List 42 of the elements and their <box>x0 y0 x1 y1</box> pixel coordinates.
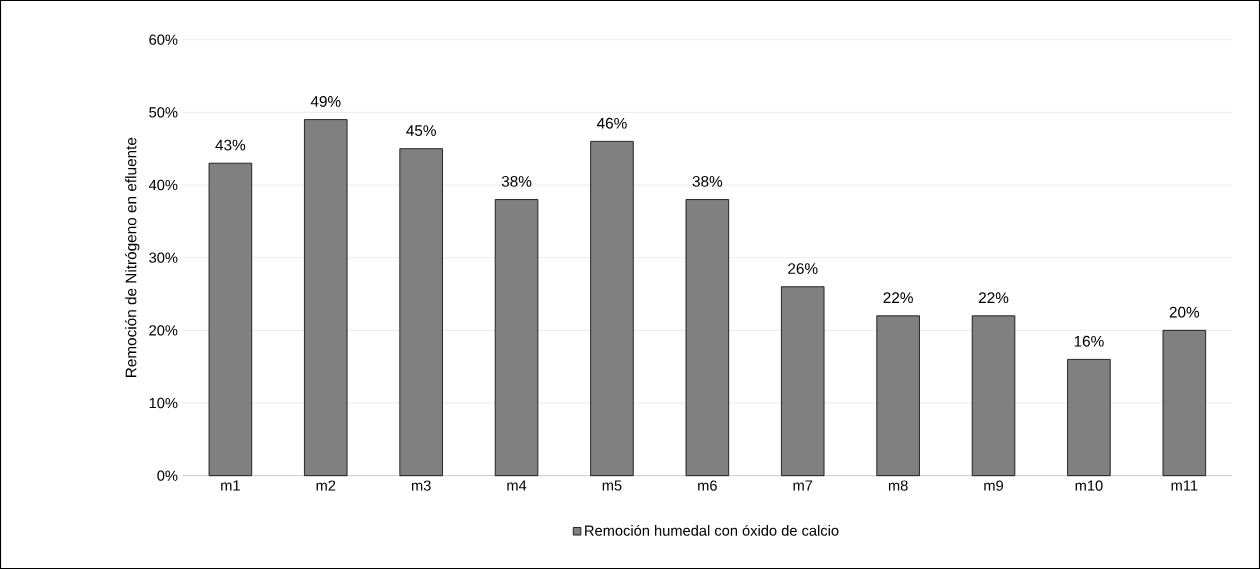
x-tick-label: m3 <box>411 480 431 491</box>
data-label: 38% <box>692 175 723 187</box>
x-tick-label: m5 <box>602 480 622 491</box>
legend-label: Remoción humedal con óxido de calcio <box>585 524 839 536</box>
data-label: 22% <box>883 292 913 304</box>
y-tick-label: 0% <box>157 470 178 481</box>
y-tick-label: 60% <box>149 34 178 45</box>
bar <box>876 315 920 477</box>
data-label: 45% <box>406 125 436 136</box>
bar <box>685 199 730 477</box>
bar <box>494 199 539 477</box>
y-axis-title: Remoción de Nitrógeno en efluente <box>124 137 140 378</box>
x-tick-label: m11 <box>1171 480 1198 491</box>
y-tick-label: 30% <box>149 252 178 263</box>
x-tick-label: m2 <box>316 480 336 491</box>
bar <box>971 315 1016 477</box>
bar <box>304 119 348 477</box>
x-tick-label: m8 <box>888 480 908 491</box>
x-tick-label: m7 <box>793 480 813 491</box>
x-tick-label: m9 <box>984 480 1004 491</box>
bar <box>1162 329 1207 477</box>
x-tick-label: m10 <box>1075 480 1103 491</box>
y-tick-label: 50% <box>149 107 178 118</box>
x-tick-label: m6 <box>698 480 717 491</box>
y-tick-label: 40% <box>148 179 178 191</box>
bar <box>590 141 634 477</box>
data-label: 46% <box>596 117 627 129</box>
y-tick-label: 10% <box>149 397 178 409</box>
data-label: 16% <box>1074 335 1104 347</box>
data-label: 38% <box>501 175 532 187</box>
data-label: 20% <box>1169 306 1200 318</box>
bar <box>781 286 825 477</box>
data-label: 43% <box>215 139 246 151</box>
y-tick-label: 20% <box>149 325 178 336</box>
bar <box>1067 359 1111 477</box>
data-label: 49% <box>310 96 341 107</box>
x-tick-label: m1 <box>221 480 240 491</box>
bar <box>399 148 443 477</box>
data-label: 22% <box>978 292 1009 304</box>
x-tick-label: m4 <box>507 480 527 491</box>
data-label: 26% <box>788 263 818 275</box>
bar <box>208 162 253 477</box>
